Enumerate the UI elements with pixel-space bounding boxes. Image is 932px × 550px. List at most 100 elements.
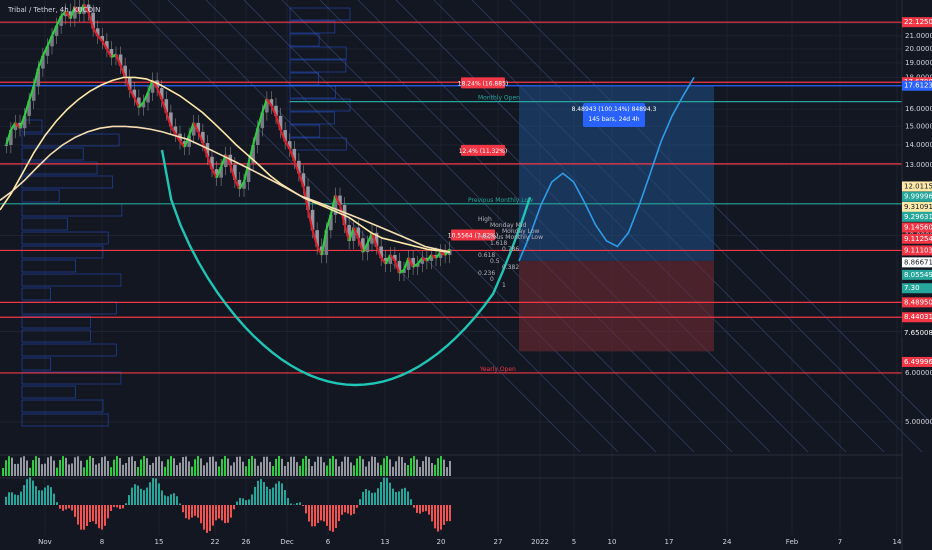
candle-body — [402, 269, 406, 273]
oscillator-bar — [278, 481, 280, 505]
volume-bar — [362, 459, 364, 476]
trend-ribbon-segment — [73, 6, 81, 15]
horizontal-levels[interactable] — [0, 21, 902, 374]
volume-bar — [8, 456, 10, 476]
candle-body — [4, 144, 9, 146]
trend-ribbon-segment — [334, 195, 341, 206]
price-tick-label: 5.00000 — [905, 418, 932, 426]
trend-ribbon-segment — [128, 89, 136, 99]
volume-bar — [68, 464, 70, 476]
volume-bar — [239, 456, 241, 476]
oscillator-bar — [380, 481, 382, 505]
volume-profile-bar — [21, 161, 98, 175]
volume-profile-bar — [21, 287, 51, 301]
volume-bar — [14, 463, 16, 476]
time-axis[interactable]: Nov 8 15 22 26 Dec 6 13 20 27 2022 5 10 17 24 Feb 7 14 — [38, 538, 902, 546]
volume-bar — [377, 462, 379, 476]
price-tick-label: 21.00000 — [905, 32, 932, 40]
price-tag — [902, 245, 932, 256]
oscillator-bar — [359, 499, 361, 505]
price-tag-text: 9.11103 — [904, 246, 932, 254]
candle-body — [41, 55, 45, 69]
trend-ribbon-segment — [41, 45, 49, 57]
volume-bar — [62, 456, 64, 476]
trend-ribbon-segment — [233, 179, 241, 190]
volume-bar — [383, 458, 385, 476]
candle-body — [127, 77, 132, 90]
volume-bar — [149, 464, 151, 476]
price-tag — [902, 297, 932, 308]
oscillator-bar — [47, 485, 49, 505]
price-tag-text: 9.14560 — [904, 224, 932, 232]
candle-body — [287, 141, 292, 149]
volume-profile-bar — [289, 72, 319, 86]
oscillator-bar — [119, 505, 121, 510]
volume-profile-bar — [21, 147, 84, 161]
price-tag — [902, 181, 932, 192]
volume-bar — [422, 461, 424, 476]
candle-body — [150, 80, 155, 93]
trend-ribbon-segment — [265, 98, 273, 107]
oscillator-bar — [107, 505, 109, 519]
long-position-box[interactable]: 8.48943 (100.14%) 84894.3 145 bars, 24d 4… — [519, 85, 714, 352]
volume-bar — [317, 456, 319, 476]
volume-bar — [101, 457, 103, 476]
oscillator-bar — [20, 491, 22, 505]
volume-profile-bar — [21, 273, 122, 287]
candle-body — [196, 122, 201, 132]
volume-bar — [401, 457, 403, 476]
volume-bar — [218, 466, 220, 476]
price-tag-text: 7.65008 — [904, 329, 932, 337]
fib-label: 0.786 — [502, 246, 519, 253]
volume-profile-bar — [21, 343, 117, 357]
volume-bar — [293, 456, 295, 476]
oscillator-bar — [104, 505, 106, 526]
volume-bar — [215, 461, 217, 476]
volume-bar — [77, 456, 79, 476]
callout-tag — [451, 229, 495, 241]
candle-body — [438, 252, 443, 258]
price-tag — [902, 283, 932, 294]
channel-line — [509, 0, 932, 425]
candle-body — [260, 112, 265, 129]
volume-bar — [92, 457, 94, 476]
volume-bar — [266, 456, 268, 476]
price-series — [0, 0, 695, 387]
volume-bar — [170, 456, 172, 476]
oscillator-bar — [338, 505, 340, 522]
price-axis[interactable]: 22.0000021.0000020.0000019.0000018.00000… — [901, 0, 932, 550]
oscillator-bar — [233, 505, 235, 510]
time-tick-label: 7 — [838, 538, 842, 546]
candle-body — [383, 257, 388, 264]
volume-bar — [113, 459, 115, 476]
oscillator-bar — [77, 505, 79, 525]
oscillator-bar — [23, 485, 25, 505]
volume-bar — [221, 459, 223, 476]
symbol-title: Tribal / Tether, 4h, KUCOIN — [7, 6, 100, 14]
oscillator-bar — [143, 490, 145, 505]
volume-bar — [398, 456, 400, 476]
oscillator-bar — [212, 505, 214, 526]
stop-zone[interactable] — [519, 260, 714, 352]
trend-ribbon-segment — [169, 125, 177, 135]
trend-ribbon-segment — [343, 224, 351, 242]
volume-bar — [194, 459, 196, 476]
callout-text: 10.5564 (7.82%) — [448, 233, 498, 240]
oscillator-bar — [377, 488, 379, 505]
fib-label: 0.236 — [478, 270, 495, 277]
trend-ribbon-segment — [256, 112, 264, 129]
volume-bar — [86, 459, 88, 476]
candle-body — [173, 126, 178, 134]
oscillator-bar — [62, 505, 64, 511]
oscillator-bar — [416, 505, 418, 513]
volume-bar — [32, 460, 34, 476]
oscillator-bar — [374, 492, 376, 505]
volume-bar — [89, 456, 91, 476]
trend-ribbon-segment — [416, 257, 424, 265]
price-tag — [902, 327, 932, 338]
moving-average-slow — [0, 125, 451, 253]
oscillator-bar — [227, 505, 229, 523]
volume-bar — [71, 463, 73, 476]
trend-ribbon-segment — [96, 35, 104, 42]
